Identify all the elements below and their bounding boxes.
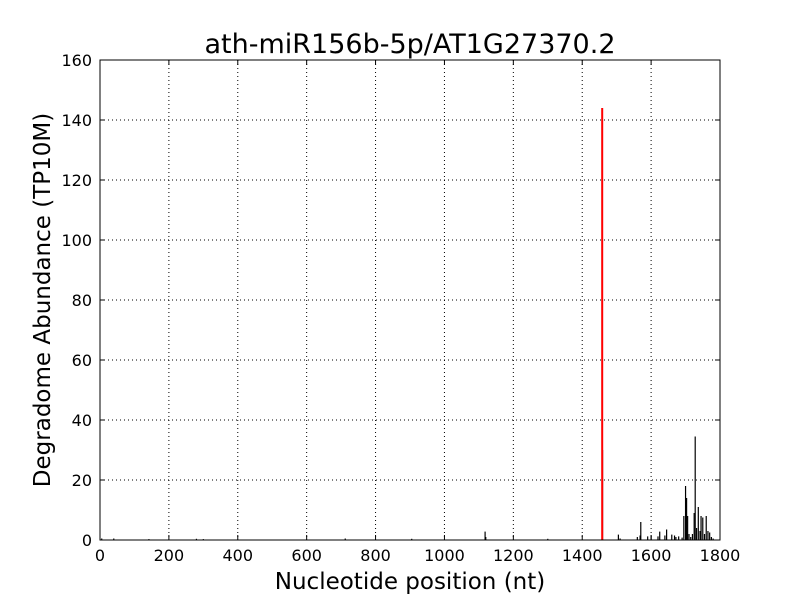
x-tick-label: 1200 (493, 546, 534, 565)
y-tick-label: 140 (61, 111, 92, 130)
x-tick-label: 600 (291, 546, 322, 565)
x-tick-label: 1400 (562, 546, 603, 565)
y-tick-label: 100 (61, 231, 92, 250)
y-tick-label: 160 (61, 51, 92, 70)
x-tick-label: 1600 (631, 546, 672, 565)
y-tick-label: 20 (72, 471, 92, 490)
x-tick-label: 400 (223, 546, 254, 565)
y-axis-label: Degradome Abundance (TP10M) (30, 113, 56, 487)
x-axis-tick-labels: 0 200 400 600 800 1000 1200 1400 1600 1800 (95, 546, 740, 565)
x-tick-label: 0 (95, 546, 105, 565)
y-tick-label: 0 (82, 531, 92, 550)
y-axis-tick-labels: 0 20 40 60 80 100 120 140 160 (61, 51, 92, 550)
grid (100, 60, 720, 540)
x-tick-label: 1800 (700, 546, 741, 565)
x-tick-label: 1000 (424, 546, 465, 565)
y-tick-label: 120 (61, 171, 92, 190)
x-tick-label: 200 (154, 546, 185, 565)
x-tick-label: 800 (360, 546, 391, 565)
x-axis-label: Nucleotide position (nt) (275, 569, 545, 595)
y-tick-label: 60 (72, 351, 92, 370)
y-tick-label: 40 (72, 411, 92, 430)
axis-ticks (99, 59, 721, 541)
chart-title: ath-miR156b-5p/AT1G27370.2 (205, 29, 616, 60)
y-tick-label: 80 (72, 291, 92, 310)
